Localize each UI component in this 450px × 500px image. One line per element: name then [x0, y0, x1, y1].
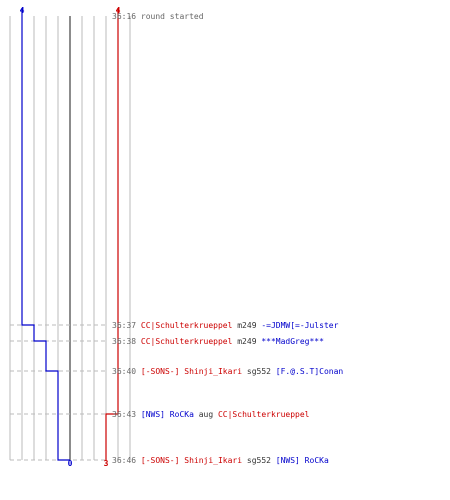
series-layer	[21, 8, 119, 461]
event-time: 36:43	[112, 410, 141, 419]
red-player-name: CC|Schulterkrueppel	[141, 337, 233, 346]
red-end-count: 3	[104, 459, 109, 468]
red-player-name: CC|Schulterkrueppel	[141, 321, 233, 330]
weapon-name: sg552	[242, 456, 276, 465]
event-row: 36:16 round started	[112, 12, 204, 21]
blue-player-name: [NWS] RoCKa	[276, 456, 329, 465]
blue-player-name: -=JDMW[=-Julster	[261, 321, 338, 330]
blue-player-name: [NWS] RoCKa	[141, 410, 194, 419]
event-log: 36:16 round started 36:37 CC|Schulterkrue…	[112, 12, 343, 465]
red-start-count: 4	[116, 6, 121, 15]
red-player-name: CC|Schulterkrueppel	[218, 410, 310, 419]
event-time: 36:46	[112, 456, 141, 465]
weapon-name: m249	[232, 337, 261, 346]
event-time: 36:38	[112, 337, 141, 346]
red-team-step-line	[105, 8, 119, 460]
event-time: 36:40	[112, 367, 141, 376]
event-time: 36:37	[112, 321, 141, 330]
weapon-name: m249	[232, 321, 261, 330]
event-row: 36:46 [-SONS-] Shinji_Ikari sg552 [NWS] …	[112, 456, 329, 465]
event-guide-lines	[10, 324, 108, 461]
count-labels: 4 0 4 3	[20, 6, 121, 468]
event-row: 36:40 [-SONS-] Shinji_Ikari sg552 [F.@.S…	[112, 367, 343, 376]
blue-player-name: [F.@.S.T]Conan	[276, 367, 344, 376]
event-row: 36:43 [NWS] RoCKa aug CC|Schulterkrueppe…	[112, 410, 310, 419]
event-time: 36:16	[112, 12, 141, 21]
event-text: round started	[141, 12, 204, 21]
event-row: 36:38 CC|Schulterkrueppel m249 ***MadGre…	[112, 337, 324, 346]
blue-end-count: 0	[68, 459, 73, 468]
event-row: 36:37 CC|Schulterkrueppel m249 -=JDMW[=-…	[112, 321, 339, 330]
red-player-name: [-SONS-] Shinji_Ikari	[141, 367, 242, 376]
blue-team-step-line	[21, 8, 70, 461]
blue-start-count: 4	[20, 6, 25, 15]
weapon-name: aug	[194, 410, 218, 419]
grid-layer	[9, 16, 131, 460]
red-player-name: [-SONS-] Shinji_Ikari	[141, 456, 242, 465]
blue-player-name: ***MadGreg***	[261, 337, 324, 346]
weapon-name: sg552	[242, 367, 276, 376]
